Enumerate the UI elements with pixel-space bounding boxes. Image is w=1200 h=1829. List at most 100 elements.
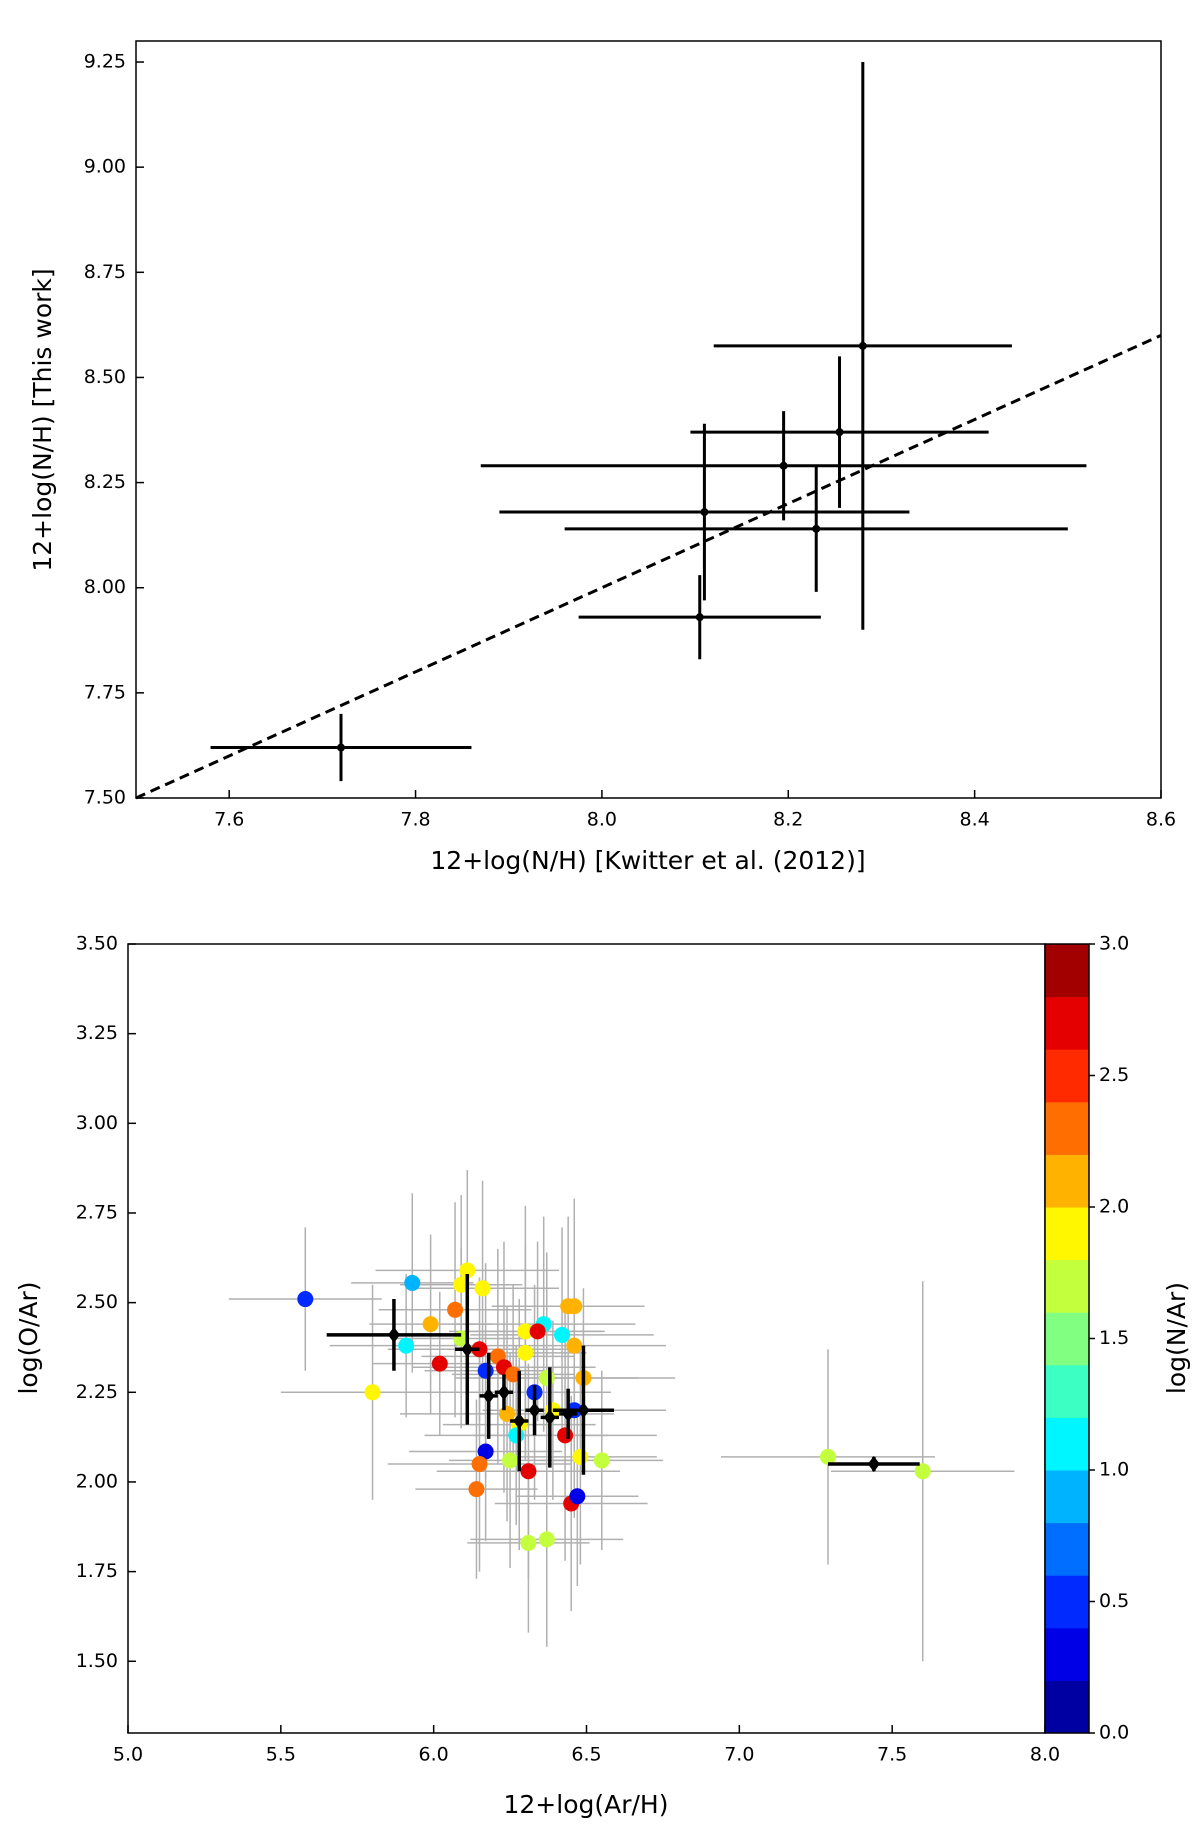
x-tick-label: 8.0 [587,809,617,831]
mean-point [513,1412,526,1429]
x-tick-label: 6.0 [419,1744,449,1766]
point [453,1276,470,1293]
y-tick-label: 9.00 [84,156,126,178]
colorbar-tick-label: 2.0 [1099,1196,1129,1218]
x-tick-label: 7.8 [400,809,430,831]
point [447,1301,464,1318]
point [517,1344,534,1361]
colorbar-tick-label: 2.5 [1099,1064,1129,1086]
mean-point [482,1387,495,1404]
y-tick-label: 8.75 [84,261,126,283]
point [695,613,704,622]
point [517,1323,534,1340]
y-tick-label: 2.50 [76,1291,118,1313]
point [557,1427,574,1444]
colorbar-level [1045,1312,1089,1366]
y-tick-label: 3.25 [76,1022,118,1044]
mean-point [577,1402,590,1419]
y-axis-label: log(O/Ar) [14,1281,43,1394]
y-tick-label: 7.75 [84,681,126,703]
point [779,461,788,470]
x-tick-label: 5.5 [266,1744,296,1766]
colorbar-tick-label: 1.5 [1099,1327,1129,1349]
point [297,1291,314,1308]
x-axis-label: 12+log(Ar/H) [504,1790,669,1819]
point [459,1262,476,1279]
point [477,1443,494,1460]
y-axis-label: 12+log(N/H) [This work] [28,268,57,571]
point [812,524,821,533]
point [593,1452,610,1469]
point [431,1355,448,1372]
x-axis-label: 12+log(N/H) [Kwitter et al. (2012)] [430,846,865,875]
colorbar-level [1045,1680,1089,1734]
point [471,1456,488,1473]
y-tick-label: 2.00 [76,1470,118,1492]
point [572,1448,589,1465]
y-tick-label: 8.00 [84,576,126,598]
point [566,1337,583,1354]
x-tick-label: 8.4 [960,809,990,831]
colorbar-level [1045,1259,1089,1313]
colorbar-level [1045,944,1089,998]
point [404,1274,421,1291]
point [569,1488,586,1505]
point [520,1463,537,1480]
x-tick-label: 7.6 [214,809,244,831]
x-tick-label: 8.0 [1030,1744,1060,1766]
y-tick-label: 1.50 [76,1650,118,1672]
colorbar-level [1045,1522,1089,1576]
y-tick-label: 2.75 [76,1201,118,1223]
colorbar-level [1045,1154,1089,1208]
point [914,1463,931,1480]
colorbar-level [1045,1101,1089,1155]
y-tick-label: 9.25 [84,51,126,73]
colorbar-label: log(N/Ar) [1162,1282,1191,1394]
point [364,1384,381,1401]
point [819,1448,836,1465]
point [566,1298,583,1315]
colorbar-tick-label: 0.5 [1099,1590,1129,1612]
plot-frame [127,943,1046,1734]
one-to-one-line [135,334,1162,800]
y-tick-label: 2.25 [76,1381,118,1403]
y-tick-label: 8.50 [84,366,126,388]
colorbar-level [1045,1575,1089,1629]
mean-point [528,1402,541,1419]
y-tick-label: 7.50 [84,787,126,809]
point [468,1481,485,1498]
point [700,508,709,517]
plot-frame [135,40,1162,799]
mean-point [461,1341,474,1358]
point [508,1427,525,1444]
y-tick-label: 1.75 [76,1560,118,1582]
colorbar-level [1045,996,1089,1050]
mean-point [387,1326,400,1343]
mean-point [562,1405,575,1422]
colorbar-level [1045,1417,1089,1471]
colorbar-level [1045,1364,1089,1418]
point [538,1531,555,1548]
x-tick-label: 7.0 [724,1744,754,1766]
point [398,1337,415,1354]
y-tick-label: 8.25 [84,471,126,493]
point [505,1366,522,1383]
y-tick-label: 3.50 [76,933,118,955]
colorbar-tick-label: 3.0 [1099,933,1129,955]
point [477,1362,494,1379]
x-tick-label: 8.6 [1146,809,1176,831]
point [835,428,844,437]
x-tick-label: 6.5 [571,1744,601,1766]
point [858,341,867,350]
x-tick-label: 7.5 [877,1744,907,1766]
colorbar-level [1045,1049,1089,1103]
point [538,1369,555,1386]
point [520,1534,537,1551]
colorbar-level [1045,1207,1089,1261]
mean-point [867,1456,880,1473]
point [474,1280,491,1297]
point [529,1323,546,1340]
x-tick-label: 5.0 [113,1744,143,1766]
point [422,1316,439,1333]
